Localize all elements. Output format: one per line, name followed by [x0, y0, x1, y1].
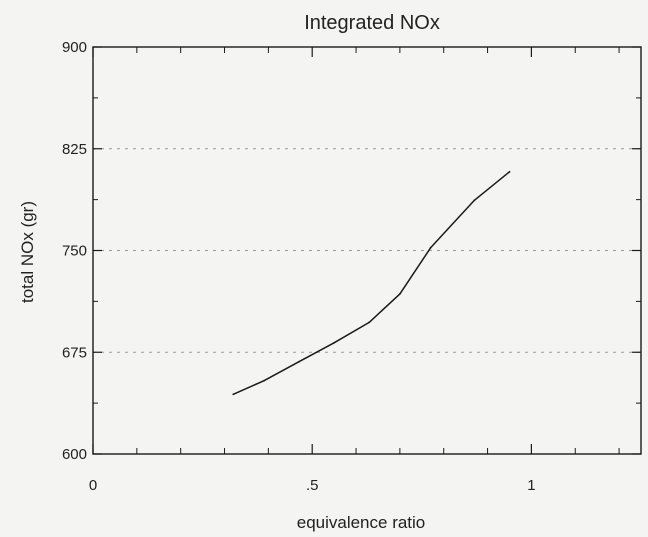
data-point: [473, 199, 476, 202]
x-axis-label: equivalence ratio: [297, 513, 426, 532]
data-point: [263, 379, 265, 382]
data-point: [398, 293, 401, 295]
series-group: [232, 170, 511, 396]
chart-title: Integrated NOx: [304, 12, 440, 34]
data-point: [508, 170, 511, 173]
y-tick-label: 750: [62, 243, 87, 260]
x-tick-label: 1: [527, 477, 535, 494]
grid: [93, 148, 641, 353]
y-tick-label: 600: [62, 446, 87, 463]
y-axis-label: total NOx (gr): [18, 201, 37, 303]
y-tick-label: 675: [62, 344, 87, 361]
y-tick-label: 900: [62, 39, 87, 56]
series-line: [232, 171, 510, 395]
data-point: [298, 360, 300, 363]
data-point: [232, 393, 235, 396]
data-point: [333, 341, 336, 344]
data-point: [429, 246, 432, 249]
x-tick-label: 0: [89, 477, 97, 494]
data-point: [368, 321, 371, 324]
axis-ticks: 600 675 750 825 900 0 .5 1: [62, 39, 641, 494]
x-tick-label: .5: [306, 477, 319, 494]
y-tick-label: 825: [62, 141, 87, 158]
